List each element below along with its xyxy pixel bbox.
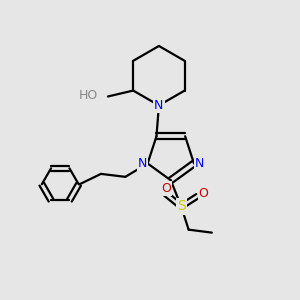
Text: N: N [138, 157, 147, 170]
Text: O: O [161, 182, 171, 195]
Text: N: N [195, 157, 204, 170]
Text: N: N [154, 99, 164, 112]
Text: S: S [177, 200, 186, 214]
Text: HO: HO [78, 88, 98, 101]
Text: O: O [199, 187, 208, 200]
